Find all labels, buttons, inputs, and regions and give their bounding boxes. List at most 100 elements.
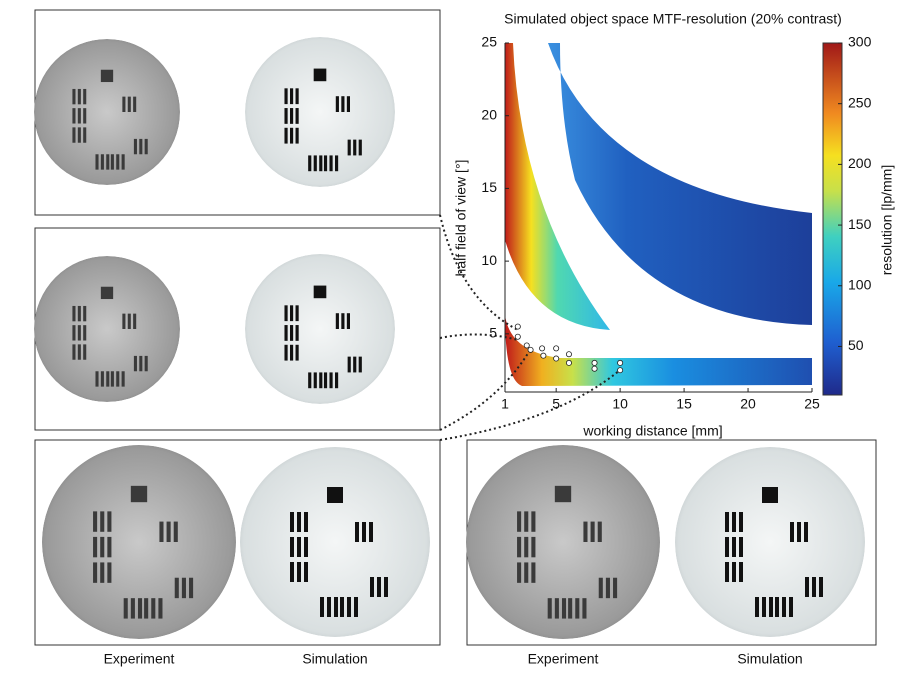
target-bar [297,512,301,532]
target-bar [122,97,125,112]
target-bar [353,357,356,373]
target-bar [304,512,308,532]
target-bar [290,562,294,582]
target-bar [72,306,75,321]
target-bar [755,597,759,617]
target-bar [100,511,104,531]
target-bar [122,154,125,169]
measurement-point [592,366,597,371]
resolution-band [548,43,812,325]
target-bar [320,597,324,617]
target-square [101,70,113,82]
target-bar [72,344,75,359]
target-bar [134,356,137,371]
target-bar [128,314,131,329]
target-bar [95,154,98,169]
target-bar [370,577,374,597]
target-bar [606,578,610,598]
target-bar [83,127,86,142]
target-bar [290,537,294,557]
target-bar [548,598,552,618]
target-bar [797,522,801,542]
target-image [245,37,395,187]
target-bar [531,562,535,582]
target-bar [83,306,86,321]
target-square [101,287,113,299]
target-bar [324,372,327,388]
target-bar [144,598,148,618]
target-bar [131,598,135,618]
target-bar [93,537,97,557]
target-image [34,256,180,402]
measurement-point [554,356,559,361]
target-bar [732,537,736,557]
measurement-point [566,352,571,357]
target-bar [83,89,86,104]
target-bar [284,128,287,144]
figure: Simulated object space MTF-resolution (2… [0,0,906,675]
measurement-point [515,324,520,329]
target-bar [284,305,287,321]
target-bar [124,598,128,618]
target-bar [101,371,104,386]
target-square [314,69,327,82]
target-image [245,254,395,404]
colorbar-label: resolution [lp/mm] [879,165,895,275]
target-bar [341,313,344,329]
target-bar [524,511,528,531]
target-bar [106,371,109,386]
target-bar [159,522,163,542]
measurement-point [524,343,529,348]
target-bar [100,537,104,557]
target-bar [78,306,81,321]
target-bar [83,325,86,340]
target-bar [732,562,736,582]
x-tick-label: 15 [676,396,692,412]
target-bar [296,128,299,144]
target-bar [93,511,97,531]
target-bar [72,89,75,104]
target-bar [111,154,114,169]
target-bar [583,522,587,542]
target-bar [340,597,344,617]
target-bar [78,325,81,340]
y-tick-label: 10 [481,252,497,268]
target-bar [347,597,351,617]
target-bar [167,522,171,542]
target-bar [139,356,142,371]
target-image [42,445,236,639]
target-bar [613,578,617,598]
target-bar [732,512,736,532]
target-image [34,39,180,185]
target-bar [599,578,603,598]
target-bar [335,372,338,388]
measurement-point [618,368,623,373]
target-bar [95,371,98,386]
target-bar [562,598,566,618]
target-bar [175,578,179,598]
target-bar [769,597,773,617]
target-bar [284,108,287,124]
target-bar [362,522,366,542]
measurement-point [528,347,533,352]
target-bar [308,372,311,388]
target-bar [725,562,729,582]
target-bar [517,511,521,531]
measurement-point [515,334,520,339]
measurement-point [566,360,571,365]
target-bar [296,325,299,341]
target-bar [384,577,388,597]
target-bar [775,597,779,617]
target-bar [341,96,344,112]
target-bar [531,537,535,557]
plot-bands [505,43,812,386]
target-bar [72,127,75,142]
colorbar-tick-label: 300 [848,34,872,50]
target-bar [138,598,142,618]
target-bar [290,325,293,341]
target-bar [133,97,136,112]
target-bar [182,578,186,598]
target-bar [819,577,823,597]
target-bar [377,577,381,597]
target-bar [805,577,809,597]
